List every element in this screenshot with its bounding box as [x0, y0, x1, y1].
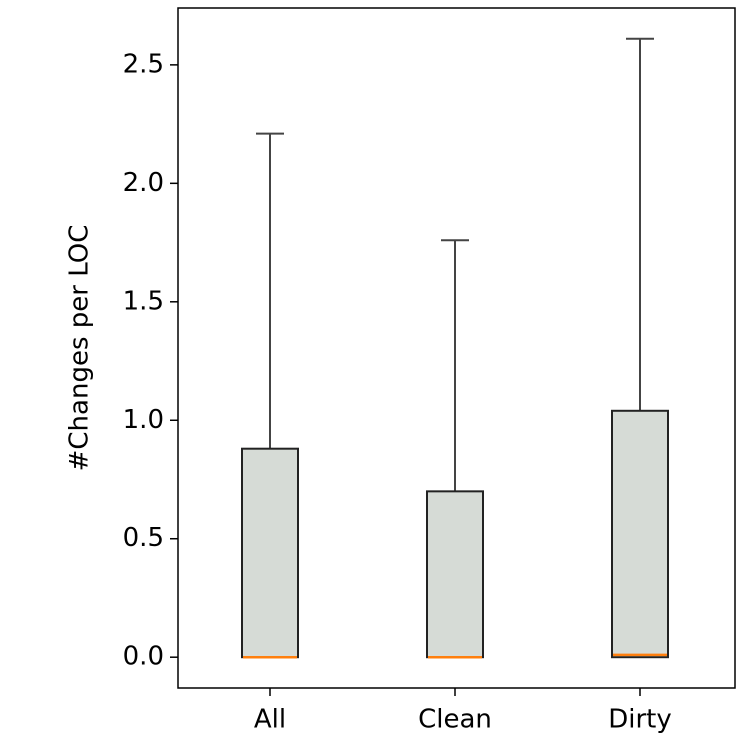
x-tick-label: Dirty: [608, 705, 672, 735]
box: [426, 490, 484, 659]
box: [611, 409, 669, 659]
box: [241, 447, 299, 659]
x-tick-label: Clean: [418, 705, 492, 735]
y-tick-label: 1.5: [123, 286, 164, 316]
plot-frame: [177, 7, 736, 689]
y-tick-label: 2.5: [123, 49, 164, 79]
y-tick-label: 0.5: [123, 523, 164, 553]
y-tick-label: 0.0: [123, 642, 164, 672]
x-tick-label: All: [254, 705, 286, 735]
y-tick-label: 2.0: [123, 168, 164, 198]
y-tick-label: 1.0: [123, 405, 164, 435]
y-axis-label: #Changes per LOC: [65, 225, 95, 472]
